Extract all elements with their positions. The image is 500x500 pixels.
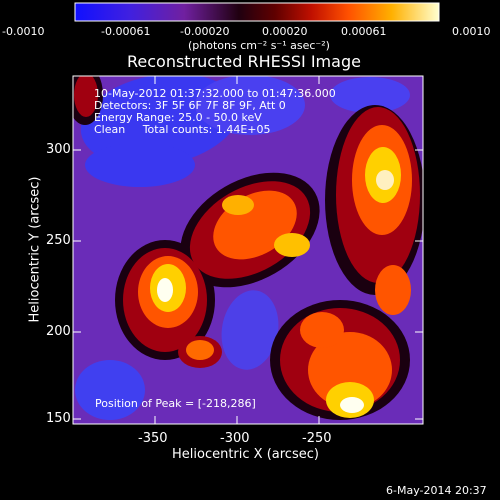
colorbar-tick-label: -0.0010 [2,25,45,38]
peak-position: Position of Peak = [-218,286] [95,397,256,410]
orange-region [308,332,392,408]
y-tick-label: 200 [46,324,71,339]
info-time-range: 10-May-2012 01:37:32.000 to 01:47:36.000 [94,87,336,100]
orange-region [300,312,344,348]
emission-layer [73,76,423,420]
x-tick-label: -250 [302,431,332,446]
yellow-region [222,195,254,215]
y-axis-label: Heliocentric Y (arcsec) [27,176,43,323]
low-region [221,290,279,370]
date-stamp: 6-May-2014 20:37 [386,484,487,497]
y-tick-label: 150 [46,411,71,426]
y-tick-label: 250 [46,233,71,248]
plot-title: Reconstructed RHESSI Image [127,52,361,71]
colorbar-tick-label: 0.00061 [341,25,387,38]
orange-region [375,265,411,315]
x-axis-ticks [154,76,320,424]
low-region [195,76,305,135]
solar-image [73,76,423,424]
colorbar-tick-label: -0.00061 [101,25,151,38]
low-region [330,77,410,113]
colorbar-units: (photons cm⁻² s⁻¹ asec⁻²) [188,39,330,52]
bright-core [157,278,173,302]
colorbar-tick-label: 0.0010 [452,25,491,38]
colorbar-tick-label: 0.00020 [262,25,308,38]
bright-core [340,397,364,413]
x-tick-label: -300 [220,431,250,446]
x-tick-label: -350 [138,431,168,446]
low-region [75,360,145,420]
bright-core [376,170,394,190]
info-energy-range: Energy Range: 25.0 - 50.0 keV [94,111,262,124]
x-axis-label: Heliocentric X (arcsec) [172,447,319,462]
plot-frame [72,75,424,425]
yellow-region [274,233,310,257]
low-region [85,143,195,187]
orange-region [186,340,214,360]
colorbar [74,2,440,22]
y-axis-ticks [73,149,423,420]
info-total-counts: Clean Total counts: 1.44E+05 [94,123,271,136]
colorbar-tick-label: -0.00020 [180,25,230,38]
info-detectors: Detectors: 3F 5F 6F 7F 8F 9F, Att 0 [94,99,286,112]
red-region [74,76,98,117]
y-tick-label: 300 [46,142,71,157]
